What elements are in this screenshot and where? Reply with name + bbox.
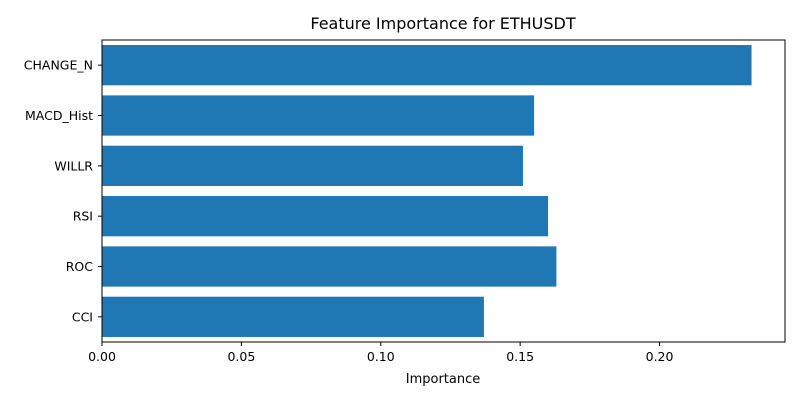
x-tick-label-2: 0.10 [367,349,395,364]
chart-title: Feature Importance for ETHUSDT [310,14,576,33]
bar-roc [102,246,557,287]
x-tick-label-0: 0.00 [88,349,116,364]
bar-cci [102,296,484,337]
plot-frame [101,39,786,343]
y-tick-label-roc: ROC [66,259,94,274]
y-tick-label-willr: WILLR [54,158,93,173]
y-tick-label-cci: CCI [72,309,93,324]
x-axis-ticks: 0.00 0.05 0.10 0.15 0.20 [88,342,674,364]
x-tick-label-3: 0.15 [506,349,534,364]
bar-change-n [102,45,752,86]
y-axis-ticks: CHANGE_N MACD_Hist WILLR RSI ROC CCI [24,58,102,324]
bars-group [102,45,752,337]
y-tick-label-change-n: CHANGE_N [24,58,93,73]
bar-rsi [102,196,549,237]
y-tick-label-macd-hist: MACD_Hist [25,108,93,123]
x-axis-label: Importance [406,372,481,387]
y-tick-label-rsi: RSI [73,209,93,224]
x-tick-label-4: 0.20 [646,349,674,364]
bar-macd-hist [102,95,535,136]
bar-willr [102,145,523,186]
x-tick-label-1: 0.05 [227,349,255,364]
